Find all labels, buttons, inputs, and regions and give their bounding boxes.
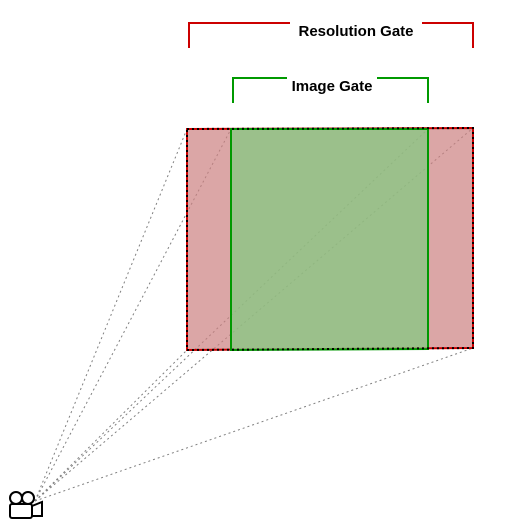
image-gate-rect: [231, 129, 428, 350]
image-gate-label: Image Gate: [292, 78, 373, 95]
resolution-gate-bracket: [422, 23, 473, 48]
frustum-ray: [35, 350, 187, 501]
frustum-ray: [35, 348, 473, 501]
image-gate-bracket: [377, 78, 428, 103]
image-gate-bracket: [233, 78, 287, 103]
resolution-gate-label: Resolution Gate: [298, 23, 413, 40]
resolution-gate-bracket: [189, 23, 290, 48]
frustum-ray: [35, 129, 187, 501]
